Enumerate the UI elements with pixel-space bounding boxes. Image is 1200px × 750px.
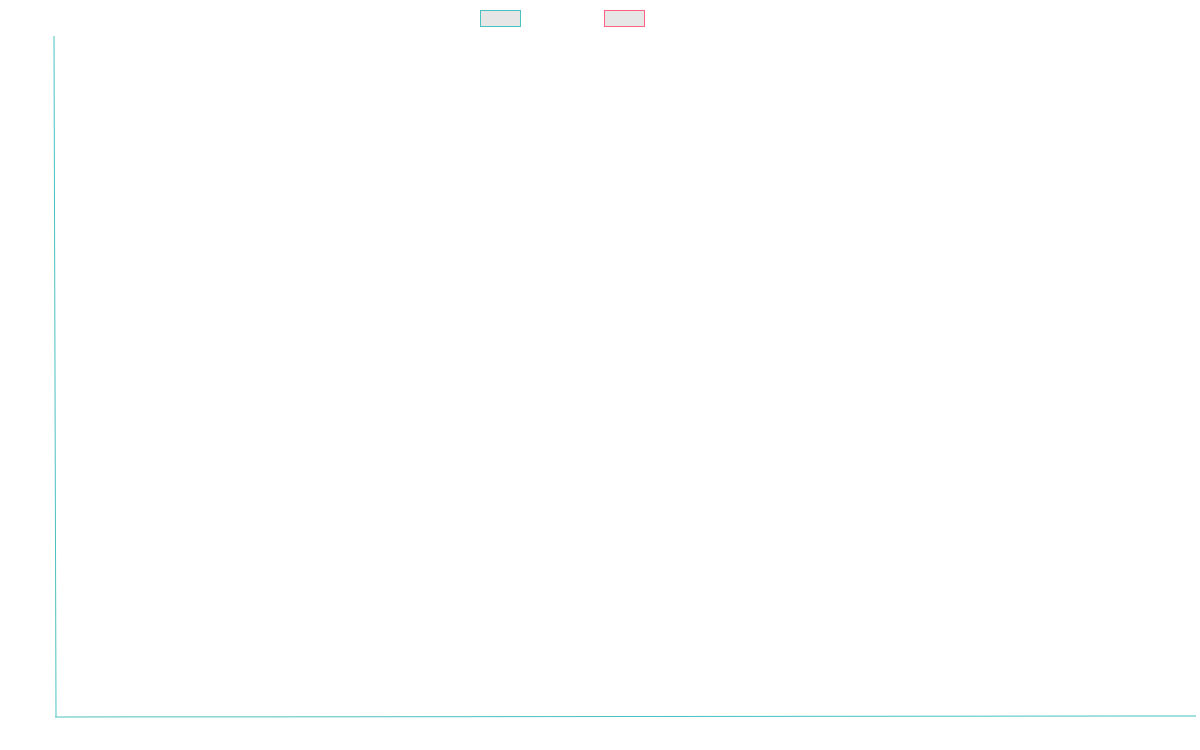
legend-item-0[interactable] (480, 10, 521, 27)
legend (480, 10, 645, 27)
legend-swatch-0[interactable] (480, 10, 521, 27)
x-axis (54, 715, 1197, 718)
legend-swatch-1[interactable] (604, 10, 645, 27)
legend-item-1[interactable] (604, 10, 645, 27)
axes (53, 35, 1197, 718)
y-axis (53, 35, 57, 718)
